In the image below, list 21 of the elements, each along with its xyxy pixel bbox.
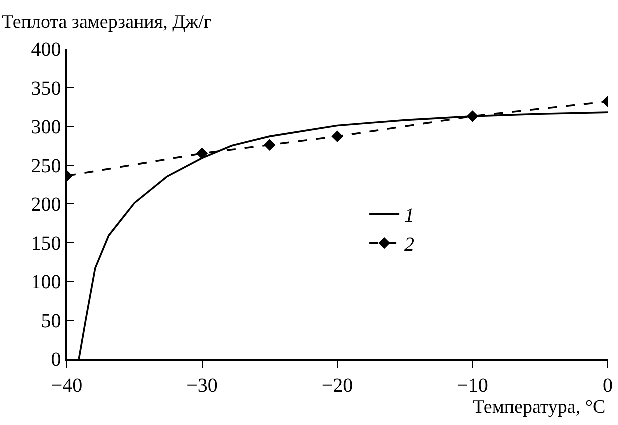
y-tick-label: 0 xyxy=(51,349,62,371)
y-tick-label: 250 xyxy=(31,155,62,178)
y-tick-label: 50 xyxy=(41,310,62,332)
y-tick-label: 200 xyxy=(31,194,62,216)
y-tick-label: 350 xyxy=(31,78,62,100)
x-tick-label: 0 xyxy=(603,374,613,397)
point xyxy=(196,148,208,160)
y-tick-label: 300 xyxy=(31,116,62,138)
y-axis-title: Теплота замерзания, Дж/г xyxy=(2,12,212,33)
y-tick-label: 100 xyxy=(31,272,62,294)
x-tick-label: −30 xyxy=(186,374,218,397)
x-tick-label: −10 xyxy=(457,374,488,397)
y-tick-label: 400 xyxy=(31,39,62,61)
point xyxy=(332,130,344,142)
x-tick-label: −20 xyxy=(322,374,354,397)
point xyxy=(264,139,276,151)
legend-label: 2 xyxy=(404,234,415,256)
y-tick-label: 150 xyxy=(31,232,62,255)
x-axis-title: Температура, °C xyxy=(473,397,606,418)
legend-label: 1 xyxy=(404,205,415,228)
x-tick-label: −40 xyxy=(51,374,83,397)
